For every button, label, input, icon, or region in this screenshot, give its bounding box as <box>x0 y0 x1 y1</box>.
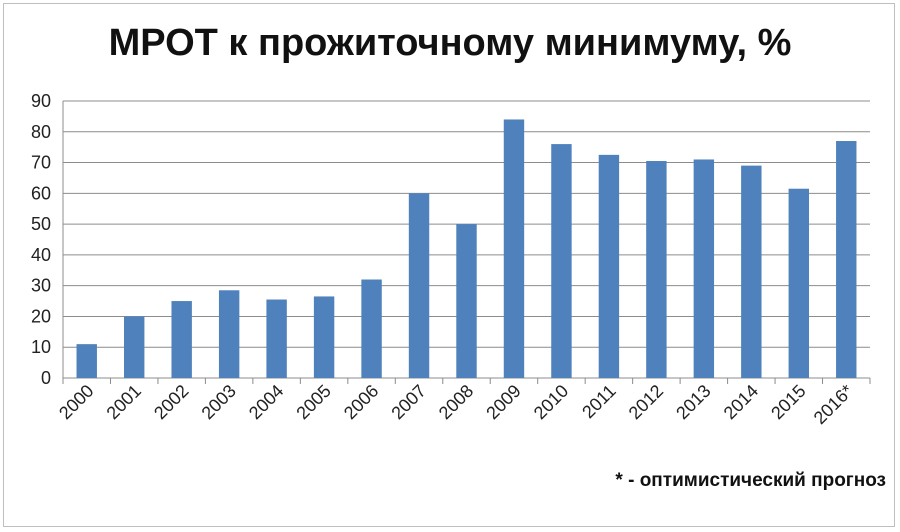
y-tick-label: 90 <box>31 91 51 111</box>
x-tick-label: 2009 <box>482 381 524 423</box>
chart-title: МРОТ к прожиточному минимуму, % <box>108 22 792 64</box>
x-tick-label: 2005 <box>292 381 334 423</box>
x-tick-label: 2000 <box>55 381 97 423</box>
x-tick-label: 2003 <box>198 381 240 423</box>
y-tick-label: 40 <box>31 245 51 265</box>
bar-2010 <box>551 144 572 378</box>
bar-2006 <box>361 279 382 378</box>
y-tick-label: 0 <box>41 368 51 388</box>
y-tick-label: 60 <box>31 183 51 203</box>
bar-2014 <box>741 165 762 378</box>
x-tick-label: 2016* <box>810 381 857 428</box>
x-tick-label: 2011 <box>578 381 620 423</box>
y-tick-label: 50 <box>31 214 51 234</box>
bar-2000 <box>76 344 97 378</box>
bar-2015 <box>788 188 810 378</box>
x-tick-label: 2013 <box>672 381 714 423</box>
x-tick-label: 2008 <box>435 381 477 423</box>
x-tick-label: 2004 <box>245 381 287 423</box>
x-tick-label: 2007 <box>387 381 429 423</box>
y-tick-label: 70 <box>31 153 51 173</box>
x-tick-label: 2001 <box>103 381 145 423</box>
bar-2011 <box>598 154 620 378</box>
bar-2003 <box>218 290 240 378</box>
y-tick-label: 10 <box>31 337 51 357</box>
bar-2002 <box>171 301 192 378</box>
x-tick-label: 2012 <box>625 381 667 423</box>
x-tick-label: 2010 <box>530 381 572 423</box>
x-tick-label: 2002 <box>150 381 192 423</box>
bar-2012 <box>646 161 667 378</box>
bar-2008 <box>456 224 477 378</box>
y-tick-label: 20 <box>31 306 51 326</box>
bar-2005 <box>313 296 335 378</box>
footnote: * - оптимистический прогноз <box>615 470 886 491</box>
y-tick-label: 80 <box>31 122 51 142</box>
x-tick-label: 2006 <box>340 381 382 423</box>
y-tick-label: 30 <box>31 276 51 296</box>
bar-2004 <box>266 299 287 378</box>
x-tick-label: 2014 <box>720 381 762 423</box>
x-tick-label: 2015 <box>767 381 809 423</box>
bar-2013 <box>693 159 715 378</box>
bar-2007 <box>408 193 430 378</box>
bar-2009 <box>503 119 525 378</box>
bar-2001 <box>123 316 145 378</box>
bar-2016* <box>836 141 857 378</box>
